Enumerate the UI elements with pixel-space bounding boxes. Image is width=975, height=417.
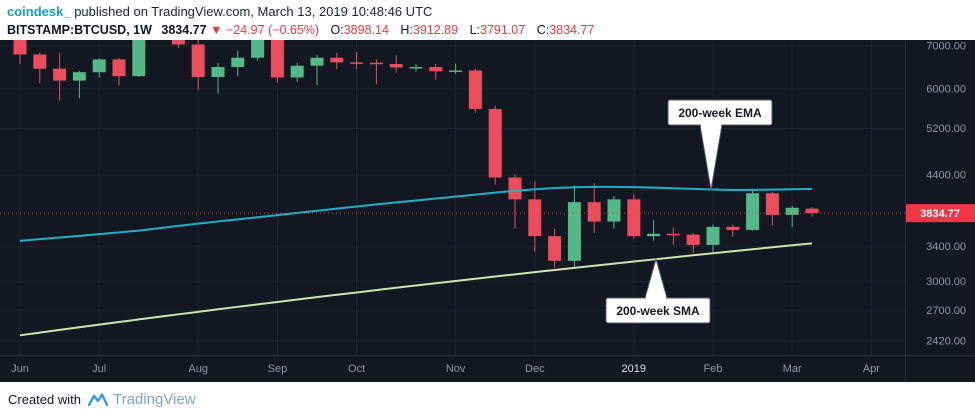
price-axis-labels: 7000.00 6000.00 5200.00 4400.00 3400.00 3000.… xyxy=(926,41,966,348)
snapshot-header: coindesk_ published on TradingView.com, … xyxy=(0,0,975,40)
svg-text:Dec: Dec xyxy=(525,363,545,375)
down-arrow-icon: ▼ xyxy=(210,23,223,37)
credit-line: coindesk_ published on TradingView.com, … xyxy=(7,4,967,20)
ohlc-low: L:3791.07 xyxy=(469,23,526,37)
svg-text:3400.00: 3400.00 xyxy=(926,241,966,253)
ohlc-close: C:3834.77 xyxy=(536,23,595,37)
svg-text:3000.00: 3000.00 xyxy=(926,276,966,288)
last-price-tag: 3834.77 xyxy=(906,204,975,223)
svg-text:200-week SMA: 200-week SMA xyxy=(616,304,700,318)
chart-background xyxy=(0,40,975,382)
svg-text:Sep: Sep xyxy=(268,363,288,375)
svg-text:2700.00: 2700.00 xyxy=(926,305,966,317)
svg-text:Oct: Oct xyxy=(348,363,365,375)
svg-text:2019: 2019 xyxy=(622,363,646,375)
callout-200-week-ema: 200-week EMA xyxy=(667,99,773,191)
author-name[interactable]: coindesk_ xyxy=(7,4,71,19)
svg-text:Jun: Jun xyxy=(11,363,29,375)
tradingview-wordmark: TradingView xyxy=(112,391,196,408)
svg-text:5200.00: 5200.00 xyxy=(926,123,966,135)
symbol-line: BITSTAMP:BTCUSD, 1W 3834.77 ▼ −24.97 (−0… xyxy=(7,22,967,38)
svg-text:200-week EMA: 200-week EMA xyxy=(678,106,762,120)
plot-area xyxy=(13,40,819,337)
chart-area: 200-week EMA 200-week SMA 7000.00 6000.00 52… xyxy=(0,40,975,382)
last-price: 3834.77 xyxy=(161,23,207,37)
created-with-label: Created with xyxy=(8,392,81,407)
svg-text:6000.00: 6000.00 xyxy=(926,83,966,95)
price-change: −24.97 (−0.65%) xyxy=(225,23,320,37)
snapshot-footer: Created with TradingView xyxy=(0,382,975,417)
overlay-200-week-sma xyxy=(19,242,813,337)
price-chart[interactable]: 200-week EMA 200-week SMA 7000.00 6000.00 52… xyxy=(0,40,975,382)
svg-text:Aug: Aug xyxy=(188,363,208,375)
svg-text:3834.77: 3834.77 xyxy=(920,208,960,220)
svg-text:Nov: Nov xyxy=(446,363,466,375)
tradingview-link[interactable]: TradingView xyxy=(87,391,196,408)
svg-text:2420.00: 2420.00 xyxy=(926,336,966,348)
overlay-200-week-ema xyxy=(19,185,813,242)
svg-text:7000.00: 7000.00 xyxy=(926,41,966,53)
tradingview-logo-icon xyxy=(87,392,108,406)
publish-info: published on TradingView.com, March 13, … xyxy=(70,4,433,19)
time-axis-labels: Jun Jul Aug Sep Oct Nov Dec 2019 Feb Mar Apr xyxy=(11,363,880,375)
ohlc-high: H:3912.89 xyxy=(400,23,459,37)
svg-text:Feb: Feb xyxy=(704,363,723,375)
callout-200-week-sma: 200-week SMA xyxy=(605,257,711,324)
svg-text:4400.00: 4400.00 xyxy=(926,169,966,181)
svg-text:Mar: Mar xyxy=(783,363,802,375)
candles xyxy=(13,40,819,268)
svg-text:Apr: Apr xyxy=(863,363,880,375)
symbol-label: BITSTAMP:BTCUSD, 1W xyxy=(7,23,152,37)
svg-text:Jul: Jul xyxy=(92,363,106,375)
ohlc-open: O:3898.14 xyxy=(330,23,389,37)
